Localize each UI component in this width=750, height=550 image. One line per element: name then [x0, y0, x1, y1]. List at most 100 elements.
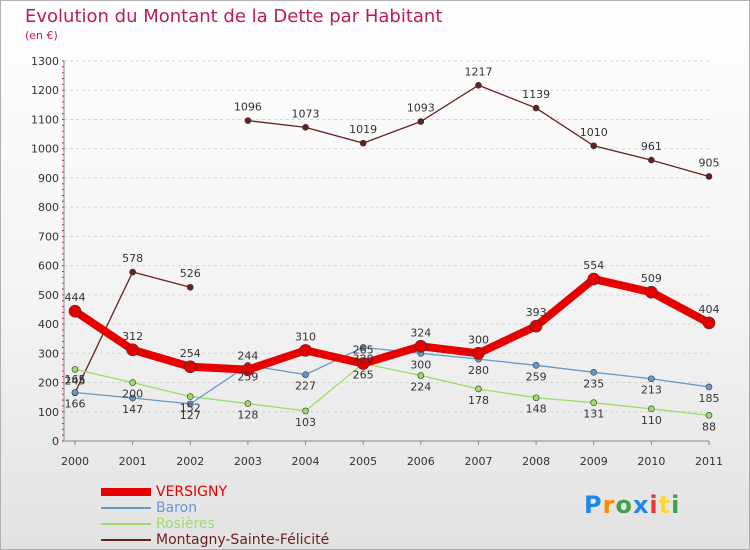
data-point — [417, 372, 425, 379]
data-point — [648, 405, 655, 413]
x-tick-label: 2001 — [119, 455, 147, 468]
legend-item-baron: Baron — [101, 500, 361, 516]
y-tick-label: 400 — [38, 318, 59, 331]
legend-item-versigny: VERSIGNY — [101, 484, 361, 500]
data-label: 280 — [468, 364, 489, 377]
logo-letter: P — [584, 491, 603, 519]
data-point — [705, 411, 713, 419]
data-label: 265 — [353, 344, 374, 357]
x-tick-label: 2003 — [234, 455, 262, 468]
proxiti-logo: Proxiti — [584, 491, 680, 519]
data-point — [532, 361, 540, 369]
data-point — [702, 316, 716, 330]
data-point — [129, 394, 136, 402]
y-tick-label: 900 — [38, 172, 59, 185]
series-line — [247, 84, 710, 178]
data-label: 1010 — [580, 126, 608, 139]
data-point — [71, 389, 79, 396]
legend-item-rosieres: Rosières — [101, 516, 361, 532]
x-tick-label: 2002 — [176, 455, 204, 468]
data-label: 166 — [65, 397, 86, 410]
data-point — [302, 124, 309, 131]
data-label: 324 — [410, 326, 431, 339]
data-point — [299, 344, 312, 357]
data-labels: 165 578 526 1096 1073 1019 1093 1217 1139 1010 961… — [65, 65, 720, 433]
data-point — [302, 371, 309, 378]
legend-label: VERSIGNY — [156, 484, 228, 500]
data-point — [186, 400, 194, 408]
grid — [64, 60, 709, 442]
data-label: 213 — [641, 384, 662, 397]
data-label: 259 — [526, 370, 547, 383]
x-tick-label: 2010 — [637, 455, 665, 468]
data-point — [475, 81, 482, 89]
data-label: 147 — [122, 403, 143, 416]
data-label: 1093 — [407, 102, 435, 115]
data-point — [186, 283, 194, 291]
data-label: 393 — [526, 306, 547, 319]
data-point — [359, 139, 367, 147]
chart-subtitle: (en €) — [25, 29, 58, 42]
data-label: 265 — [353, 369, 374, 382]
logo-letter: x — [632, 491, 650, 519]
data-label: 1073 — [292, 107, 320, 120]
data-point — [359, 344, 367, 351]
data-label: 578 — [122, 252, 143, 265]
data-point — [186, 393, 194, 400]
data-label: 404 — [699, 303, 720, 316]
data-label: 961 — [641, 140, 662, 153]
data-point — [68, 304, 82, 318]
data-label: 444 — [65, 291, 86, 304]
data-label: 227 — [295, 380, 316, 393]
data-point — [241, 363, 255, 376]
data-label: 185 — [699, 392, 720, 405]
data-label: 128 — [237, 409, 258, 422]
data-label: 312 — [122, 330, 143, 343]
data-point — [414, 339, 428, 353]
legend-item-montagny: Montagny-Sainte-Félicité — [101, 532, 361, 548]
data-label: 300 — [468, 333, 489, 346]
data-label: 245 — [65, 374, 86, 387]
data-point — [532, 104, 540, 112]
data-label: 152 — [180, 402, 201, 415]
y-tick-label: 500 — [38, 289, 59, 302]
logo-letter: i — [649, 491, 659, 519]
x-tick-label: 2005 — [349, 455, 377, 468]
data-label: 110 — [641, 414, 662, 427]
axes: 0 100 200 300 400 500 600 700 800 900 1000 1100 1200… — [31, 55, 723, 468]
data-point — [244, 117, 252, 124]
data-point — [590, 369, 598, 376]
y-tick-label: 1200 — [31, 84, 59, 97]
data-point — [472, 347, 485, 360]
data-point — [129, 379, 136, 386]
data-point — [645, 285, 658, 299]
y-tick-label: 100 — [38, 406, 59, 419]
data-label: 131 — [583, 408, 604, 421]
data-label: 509 — [641, 272, 662, 285]
y-tick-label: 300 — [38, 347, 59, 360]
y-tick-label: 0 — [52, 435, 59, 448]
logo-letter: i — [671, 491, 681, 519]
data-point — [705, 383, 713, 391]
data-label: 1019 — [349, 123, 377, 136]
data-point — [356, 357, 370, 370]
data-point — [71, 366, 79, 373]
data-point — [417, 118, 425, 125]
series-line — [74, 346, 710, 405]
y-tick-label: 600 — [38, 260, 59, 273]
data-label: 259 — [237, 370, 258, 383]
y-tick-label: 1000 — [31, 143, 59, 156]
legend: VERSIGNY Baron Rosières Montagny-Sainte-… — [101, 484, 361, 548]
line-chart: 0 100 200 300 400 500 600 700 800 900 1000 1100 1200… — [31, 55, 723, 468]
x-tick-label: 2008 — [522, 455, 550, 468]
data-point — [590, 142, 598, 150]
logo-letter: o — [615, 491, 633, 519]
y-tick-label: 800 — [38, 201, 59, 214]
logo-letter: r — [602, 491, 616, 519]
data-label: 310 — [295, 330, 316, 343]
data-label: 554 — [583, 259, 604, 272]
y-tick-label: 700 — [38, 230, 59, 243]
data-point — [126, 343, 139, 357]
data-label: 300 — [410, 358, 431, 371]
